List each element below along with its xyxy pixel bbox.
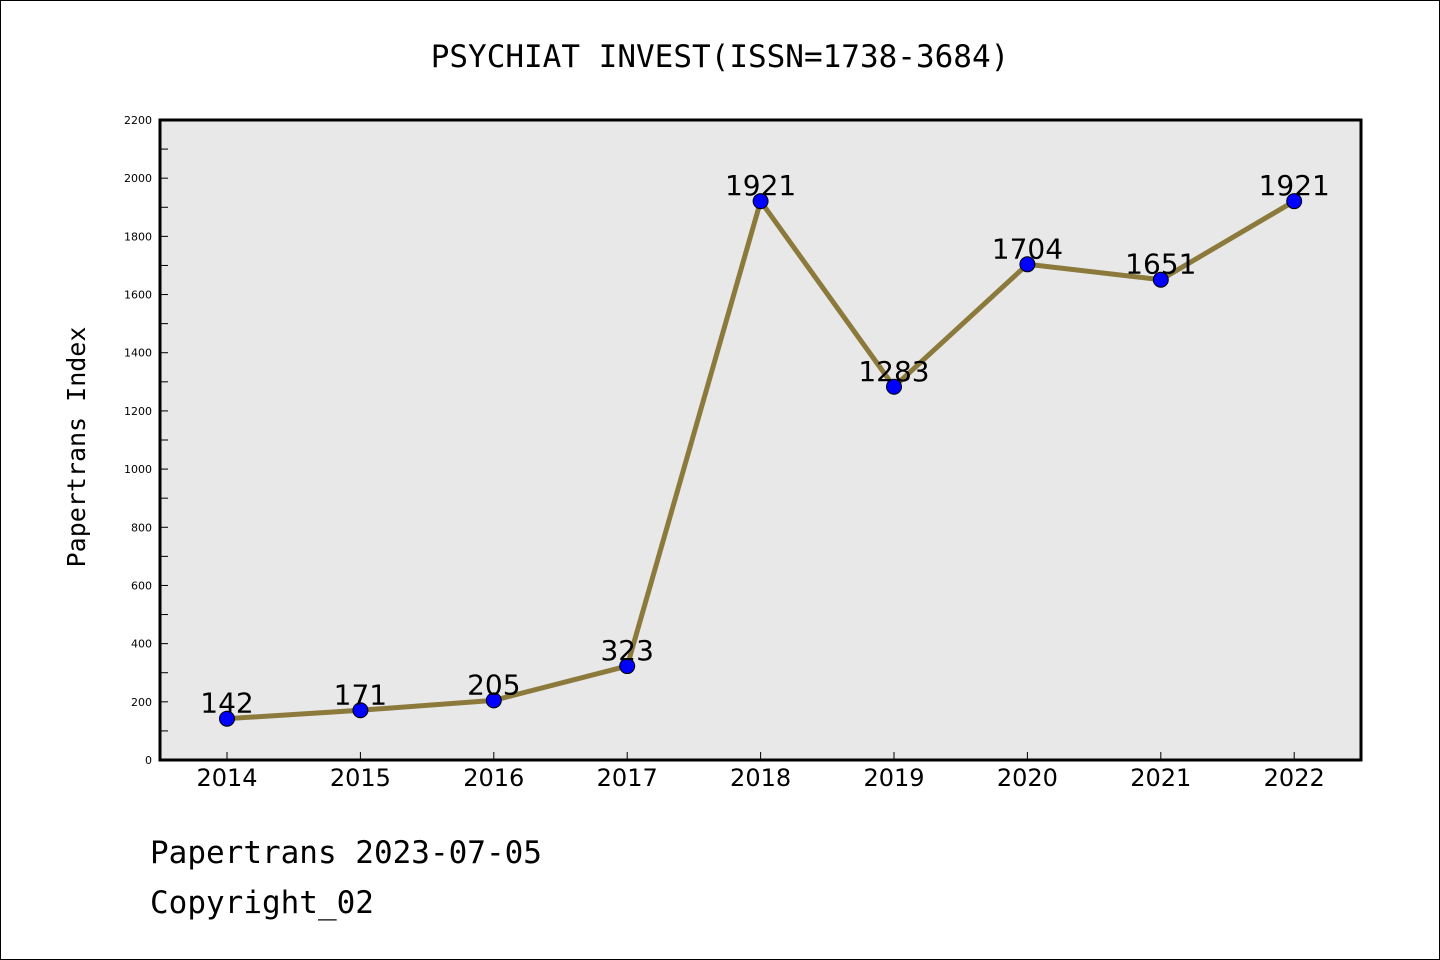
x-tick-label: 2015: [330, 764, 391, 792]
y-tick-label: 200: [131, 696, 152, 709]
footer-date: Papertrans 2023-07-05: [150, 835, 542, 871]
x-tick-label: 2014: [196, 764, 257, 792]
y-tick-label: 800: [131, 521, 152, 534]
y-tick-label: 0: [145, 754, 152, 767]
data-labels: 142 171 205 323 1921 1283 1704 1651 1921: [200, 169, 1330, 720]
data-point: [1286, 193, 1303, 210]
x-axis-ticks: 2014 2015 2016 2017 2018 2019 2020 2021 2022: [196, 752, 1325, 792]
data-point: [1152, 271, 1169, 288]
y-tick-label: 1000: [124, 463, 152, 476]
data-point: [219, 710, 235, 727]
data-point: [485, 692, 502, 709]
y-tick-label: 1600: [124, 289, 152, 302]
x-tick-label: 2016: [463, 764, 524, 792]
y-tick-label: 1800: [124, 230, 152, 243]
x-tick-label: 2020: [997, 764, 1058, 792]
y-axis-label: Papertrans Index: [62, 327, 91, 568]
data-point: [352, 702, 369, 719]
x-tick-label: 2022: [1264, 764, 1325, 792]
y-tick-label: 400: [131, 638, 152, 651]
y-tick-label: 1400: [124, 347, 152, 360]
y-tick-label: 600: [131, 579, 152, 592]
chart-title: PSYCHIAT INVEST(ISSN=1738-3684): [431, 39, 1010, 75]
data-point: [752, 193, 769, 210]
data-label: 1704: [992, 232, 1063, 265]
x-tick-label: 2018: [730, 764, 791, 792]
y-tick-label: 1200: [124, 405, 152, 418]
data-point: [619, 658, 636, 675]
data-label: 1283: [858, 355, 929, 388]
footer-copyright: Copyright_02: [150, 885, 374, 921]
x-tick-label: 2019: [863, 764, 924, 792]
plot-area: [158, 118, 1363, 762]
data-label: 142: [200, 687, 253, 720]
data-label: 1921: [725, 169, 796, 202]
x-tick-label: 2017: [597, 764, 658, 792]
y-axis-ticks: 0 200 400 600 800 1000 1200 1400 1600 1800 2000 220…: [124, 114, 168, 767]
data-label: 205: [467, 668, 520, 701]
point-markers: [219, 193, 1303, 727]
x-tick-label: 2021: [1130, 764, 1191, 792]
data-point: [1019, 256, 1036, 273]
data-label: 323: [600, 634, 653, 667]
data-point: [886, 378, 902, 395]
y-tick-label: 2000: [124, 172, 152, 185]
data-label: 171: [334, 678, 387, 711]
y-tick-label: 2200: [124, 114, 152, 127]
data-label: 1651: [1125, 248, 1196, 281]
data-label: 1921: [1259, 169, 1330, 202]
